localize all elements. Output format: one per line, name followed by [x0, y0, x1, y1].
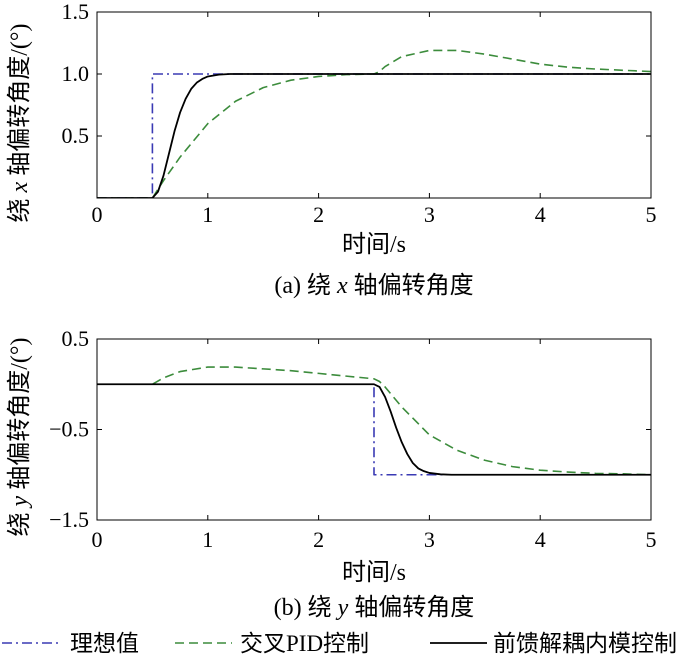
y-axis-label-prefix: 绕	[6, 506, 33, 536]
legend-item-feedforward-imc: 前馈解耦内模控制	[430, 631, 677, 656]
y-axis-label: 绕 y 轴偏转角度/(°)	[6, 338, 33, 537]
y-tick-label: 1.0	[62, 61, 90, 86]
legend-item-cross-pid: 交叉PID控制	[175, 631, 369, 656]
caption-variable: x	[336, 273, 348, 299]
plot-area: 0 1 2 3 4 5 0.5 −0.5 −1.5	[49, 326, 656, 552]
legend-label: 理想值	[70, 631, 139, 656]
feedforward-decoupling-imc-line	[97, 383, 651, 476]
y-axis-label-variable: x	[7, 181, 33, 193]
x-tick-label: 1	[202, 202, 213, 227]
legend: 理想值 交叉PID控制 前馈解耦内模控制	[2, 631, 677, 656]
y-tick-label: −0.5	[49, 417, 89, 442]
caption-suffix: 轴偏转角度	[348, 594, 474, 621]
caption-suffix: 轴偏转角度	[348, 272, 474, 299]
y-axis-label-suffix: 轴偏转角度/(°)	[6, 24, 33, 182]
y-tick-label: 0.5	[62, 326, 90, 351]
x-axis-label: 时间/s	[342, 559, 406, 586]
series-group	[97, 366, 651, 476]
legend-item-ideal-value: 理想值	[2, 631, 139, 656]
y-axis-label-prefix: 绕	[6, 192, 33, 222]
chart-a: 0 1 2 3 4 5 0.5 1.0 1.5 绕 x 轴偏转角度/(°) 时间/s (a) 绕…	[6, 0, 657, 299]
feedforward-decoupling-imc-line	[97, 73, 651, 198]
chart-b: 0 1 2 3 4 5 0.5 −0.5 −1.5 绕 y 轴偏转角度/(°) 时间/s (b)…	[6, 326, 657, 621]
y-axis-label: 绕 x 轴偏转角度/(°)	[6, 24, 33, 223]
y-tick-label: −1.5	[49, 507, 89, 532]
x-axis-label: 时间/s	[342, 231, 406, 258]
cross-pid-control-line	[97, 366, 651, 476]
series-group	[97, 49, 651, 198]
chart-caption: (a) 绕 x 轴偏转角度	[274, 272, 473, 299]
y-tick-label: 1.5	[62, 0, 90, 24]
x-tick-label: 1	[202, 527, 213, 552]
legend-label: 前馈解耦内模控制	[493, 631, 677, 656]
x-tick-label: 4	[535, 527, 546, 552]
x-tick-label: 0	[92, 202, 103, 227]
caption-variable: y	[336, 595, 349, 621]
x-tick-label: 3	[424, 202, 435, 227]
legend-label: 交叉PID控制	[240, 631, 369, 656]
chart-caption: (b) 绕 y 轴偏转角度	[274, 594, 475, 621]
x-tick-label: 5	[646, 527, 657, 552]
x-tick-label: 4	[535, 202, 546, 227]
cross-pid-control-line	[97, 49, 651, 198]
x-tick-label: 3	[424, 527, 435, 552]
x-tick-label: 5	[646, 202, 657, 227]
y-axis-label-suffix: 轴偏转角度/(°)	[6, 338, 33, 496]
x-tick-label: 2	[313, 527, 324, 552]
y-tick-label: 0.5	[62, 123, 90, 148]
x-tick-label: 0	[92, 527, 103, 552]
plot-frame	[96, 11, 652, 199]
caption-prefix: (b) 绕	[274, 594, 338, 621]
x-tick-label: 2	[313, 202, 324, 227]
caption-prefix: (a) 绕	[274, 272, 337, 299]
plot-area: 0 1 2 3 4 5 0.5 1.0 1.5	[62, 0, 657, 227]
y-axis-label-variable: y	[7, 495, 33, 508]
